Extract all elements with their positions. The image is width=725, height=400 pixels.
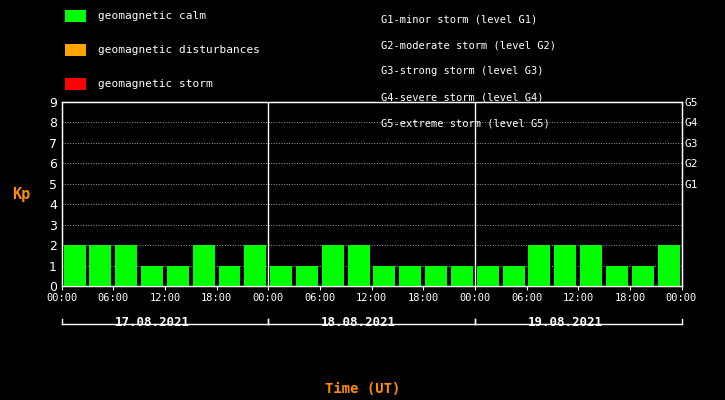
Bar: [425, 266, 447, 286]
Bar: [373, 266, 395, 286]
Bar: [218, 266, 241, 286]
Text: G4-severe storm (level G4): G4-severe storm (level G4): [381, 92, 543, 102]
Bar: [606, 266, 628, 286]
Text: G1-minor storm (level G1): G1-minor storm (level G1): [381, 14, 537, 24]
Bar: [141, 266, 163, 286]
Text: G3-strong storm (level G3): G3-strong storm (level G3): [381, 66, 543, 76]
Text: Time (UT): Time (UT): [325, 382, 400, 396]
Bar: [244, 245, 266, 286]
Bar: [167, 266, 188, 286]
Bar: [115, 245, 137, 286]
Bar: [193, 245, 215, 286]
Text: geomagnetic storm: geomagnetic storm: [98, 79, 212, 89]
Text: G5-extreme storm (level G5): G5-extreme storm (level G5): [381, 118, 550, 128]
Text: 17.08.2021: 17.08.2021: [115, 316, 189, 329]
Bar: [477, 266, 499, 286]
Text: 19.08.2021: 19.08.2021: [528, 316, 602, 329]
Bar: [270, 266, 292, 286]
Bar: [580, 245, 602, 286]
Text: 18.08.2021: 18.08.2021: [321, 316, 396, 329]
Bar: [89, 245, 112, 286]
Text: geomagnetic disturbances: geomagnetic disturbances: [98, 45, 260, 55]
Bar: [631, 266, 654, 286]
Bar: [399, 266, 421, 286]
Text: Kp: Kp: [12, 186, 30, 202]
Bar: [451, 266, 473, 286]
Bar: [322, 245, 344, 286]
Bar: [529, 245, 550, 286]
Bar: [555, 245, 576, 286]
Text: geomagnetic calm: geomagnetic calm: [98, 11, 206, 21]
Bar: [296, 266, 318, 286]
Bar: [64, 245, 86, 286]
Bar: [658, 245, 679, 286]
Bar: [348, 245, 370, 286]
Text: G2-moderate storm (level G2): G2-moderate storm (level G2): [381, 40, 555, 50]
Bar: [502, 266, 525, 286]
